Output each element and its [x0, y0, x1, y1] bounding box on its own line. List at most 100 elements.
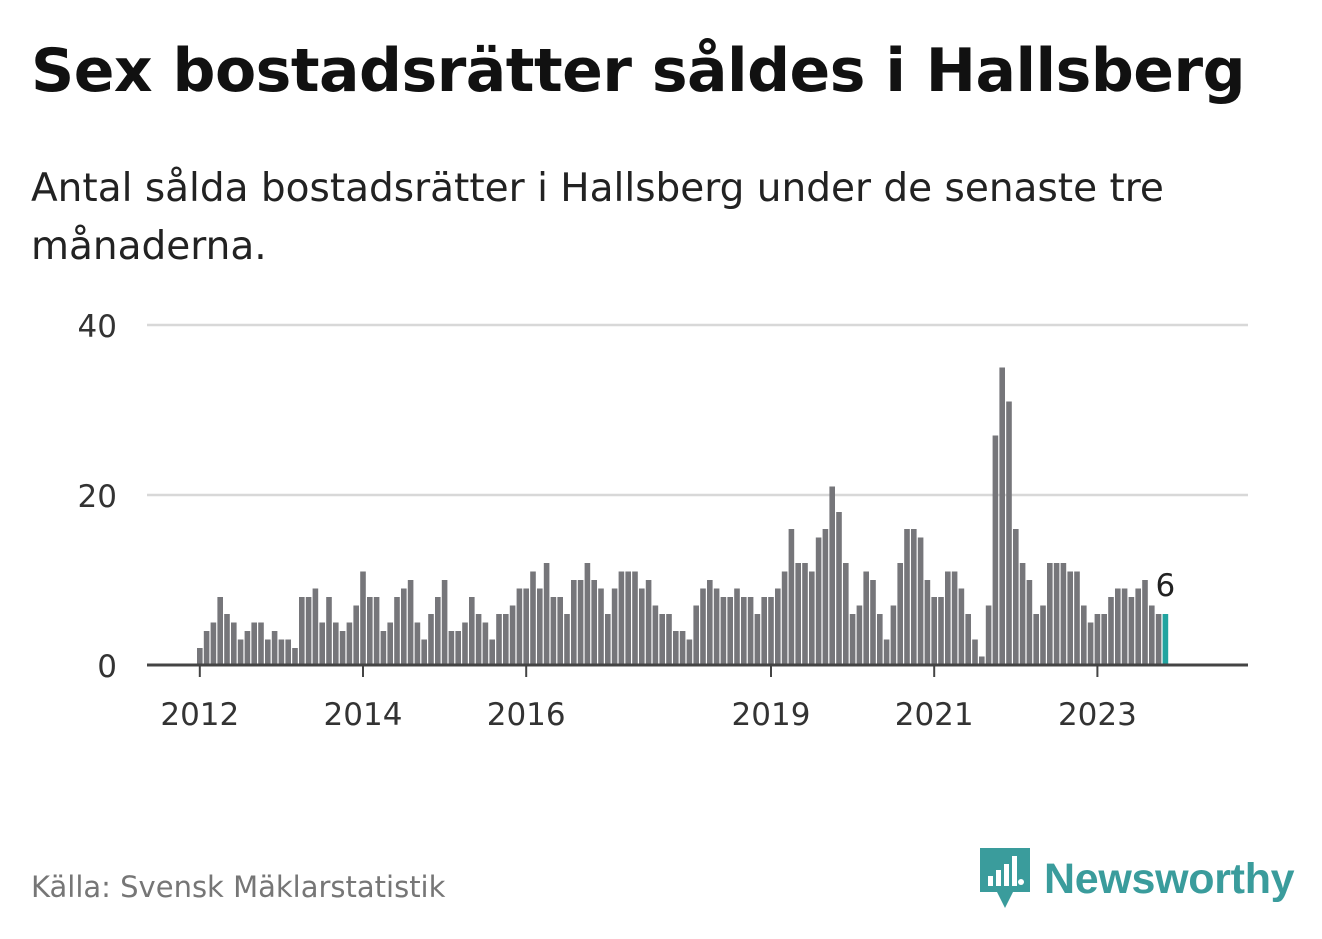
- bar: [611, 588, 618, 665]
- bar: [679, 631, 686, 665]
- bar: [958, 588, 965, 665]
- bar: [387, 622, 393, 665]
- bar: [435, 597, 441, 665]
- bar: [1149, 605, 1155, 665]
- bar: [394, 597, 400, 665]
- bar: [305, 597, 312, 665]
- bar: [1115, 588, 1121, 665]
- bar: [557, 597, 563, 665]
- bar: [380, 631, 387, 665]
- bar: [564, 614, 570, 665]
- bar: [285, 639, 291, 665]
- bar: [931, 597, 937, 665]
- bar: [836, 512, 842, 665]
- bar: [441, 580, 448, 665]
- bar: [652, 605, 659, 665]
- bar: [870, 580, 876, 665]
- bar: [734, 588, 740, 665]
- bar: [421, 639, 427, 665]
- bar: [897, 563, 903, 665]
- chart-title: Sex bostadsrätter såldes i Hallsberg: [31, 36, 1246, 106]
- bar: [713, 588, 720, 665]
- bar: [278, 639, 285, 665]
- bar: [1013, 529, 1019, 665]
- bar: [999, 367, 1005, 665]
- bar: [863, 571, 869, 665]
- bar: [639, 588, 645, 665]
- bar: [203, 631, 210, 665]
- bar: [489, 639, 495, 665]
- bar: [530, 571, 536, 665]
- bar: [693, 605, 699, 665]
- source-note: Källa: Svensk Mäklarstatistik: [31, 870, 446, 904]
- bar: [788, 529, 795, 665]
- bar: [666, 614, 672, 665]
- x-tick-label: 2021: [895, 697, 974, 733]
- bar: [537, 588, 543, 665]
- bar: [1135, 588, 1141, 665]
- bar: [299, 597, 305, 665]
- bar: [1033, 614, 1039, 665]
- bar: [1094, 614, 1101, 665]
- bar: [917, 537, 924, 665]
- y-tick-label: 0: [97, 649, 117, 685]
- bar: [339, 631, 346, 665]
- bar: [775, 588, 781, 665]
- bar: [516, 588, 523, 665]
- bar: [292, 648, 298, 665]
- bar: [326, 597, 332, 665]
- bar: [768, 597, 774, 665]
- bar: [224, 614, 230, 665]
- bar: [700, 588, 706, 665]
- bar: [401, 588, 407, 665]
- bar: [237, 639, 244, 665]
- bar: [625, 571, 631, 665]
- bar: [428, 614, 434, 665]
- bar: [407, 580, 414, 665]
- bar: [1142, 580, 1148, 665]
- bar: [455, 631, 461, 665]
- bar: [475, 614, 482, 665]
- bar: [911, 529, 917, 665]
- bar: [747, 597, 754, 665]
- bar: [1019, 563, 1026, 665]
- bar: [673, 631, 679, 665]
- bar: [1040, 605, 1046, 665]
- bar: [822, 529, 829, 665]
- bar: [945, 571, 951, 665]
- bar: [503, 614, 509, 665]
- bar: [231, 622, 237, 665]
- bar: [571, 580, 577, 665]
- bar: [1128, 597, 1135, 665]
- bar: [802, 563, 808, 665]
- bar: [462, 622, 468, 665]
- bar: [1006, 401, 1012, 665]
- bar: [1074, 571, 1080, 665]
- x-tick-label: 2012: [160, 697, 239, 733]
- bar: [244, 631, 251, 665]
- bar: [312, 588, 319, 665]
- bar: [1101, 614, 1107, 665]
- bar: [883, 639, 890, 665]
- bar: [659, 614, 665, 665]
- bar: [809, 571, 815, 665]
- bar: [550, 597, 557, 665]
- bar: [815, 537, 822, 665]
- bar: [1087, 622, 1094, 665]
- bar-highlight: [1162, 614, 1169, 665]
- bar: [251, 622, 257, 665]
- bar: [645, 580, 652, 665]
- bar: [265, 639, 271, 665]
- bar: [972, 639, 978, 665]
- bar: [197, 648, 203, 665]
- bar: [707, 580, 713, 665]
- bar: [632, 571, 638, 665]
- bar: [496, 614, 502, 665]
- bar: [720, 597, 727, 665]
- y-tick-label: 40: [78, 309, 117, 345]
- x-tick-label: 2023: [1058, 697, 1137, 733]
- bar: [741, 597, 747, 665]
- x-tick-label: 2019: [732, 697, 811, 733]
- bar: [890, 605, 897, 665]
- bar: [951, 571, 958, 665]
